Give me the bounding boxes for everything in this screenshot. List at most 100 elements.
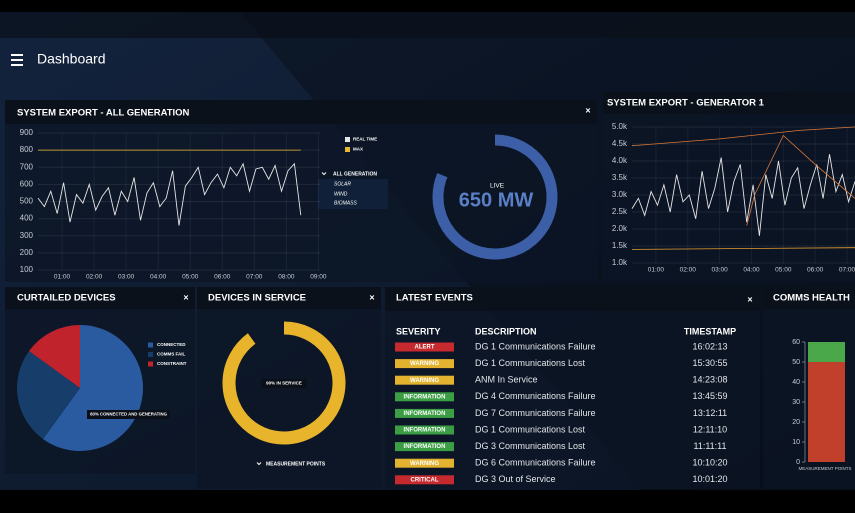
series-line — [631, 126, 855, 147]
event-timestamp: 15:30:55 — [692, 358, 727, 368]
y-tick-label: 5.0k — [612, 122, 628, 131]
severity-badge — [395, 408, 454, 418]
event-description: ANM In Service — [475, 375, 538, 385]
x-tick-label: 01:00 — [648, 267, 665, 274]
severity-label: ALERT — [415, 345, 435, 351]
legend-label: COMMS FAIL — [157, 352, 185, 357]
y-tick-label: 600 — [20, 179, 34, 188]
x-tick-label: 06:00 — [807, 267, 824, 274]
close-button[interactable]: × — [747, 294, 752, 304]
legend-swatch — [345, 147, 350, 152]
series-line — [746, 134, 855, 226]
column-header: DESCRIPTION — [475, 326, 537, 336]
legend-swatch — [148, 342, 153, 348]
event-description: DG 3 Communications Lost — [475, 441, 586, 451]
y-tick-label: 3.0k — [612, 190, 628, 199]
column-header: TIMESTAMP — [684, 326, 736, 336]
x-tick-label: 03:00 — [711, 267, 728, 274]
y-tick-label: 800 — [20, 145, 34, 154]
column-header: SEVERITY — [396, 326, 441, 336]
x-tick-label: 04:00 — [743, 267, 760, 274]
panel-title: SYSTEM EXPORT - ALL GENERATION — [17, 108, 190, 119]
severity-label: CRITICAL — [411, 477, 439, 483]
panel-header — [5, 287, 195, 309]
panel — [385, 287, 760, 489]
y-tick-label: 30 — [792, 399, 800, 406]
gauge-value: 650 MW — [459, 189, 534, 211]
severity-badge — [395, 425, 454, 435]
y-tick-label: 500 — [20, 197, 34, 206]
bar-segment — [808, 342, 845, 362]
y-tick-label: 3.5k — [612, 173, 628, 182]
gauge-label: LIVE — [490, 183, 505, 190]
dropdown-option[interactable]: WIND — [334, 191, 348, 197]
severity-badge — [395, 359, 454, 369]
x-tick-label: 05:00 — [775, 267, 792, 274]
severity-label: INFORMATION — [404, 428, 446, 434]
y-tick-label: 100 — [20, 265, 34, 274]
menu-icon[interactable] — [11, 54, 23, 66]
severity-badge — [395, 392, 454, 402]
pie-slice — [42, 325, 143, 452]
severity-label: INFORMATION — [404, 411, 446, 417]
close-button[interactable]: × — [585, 105, 590, 115]
panel-header — [197, 287, 381, 309]
y-tick-label: 700 — [20, 162, 34, 171]
x-tick-label: 04:00 — [150, 274, 167, 281]
legend-label: CONNECTED — [157, 342, 186, 347]
annotation-box — [87, 410, 170, 419]
y-tick-label: 50 — [792, 359, 800, 366]
event-timestamp: 16:02:13 — [692, 341, 727, 351]
x-tick-label: 07:00 — [839, 267, 855, 274]
chevron — [321, 172, 327, 176]
gauge-label: 90% IN SERVICE — [266, 381, 302, 386]
dropdown-label: ALL GENERATION — [333, 171, 377, 177]
severity-badge — [395, 442, 454, 452]
legend-label: CONSTRAINT — [157, 361, 187, 366]
event-description: DG 1 Communications Failure — [475, 341, 596, 351]
y-tick-label: 4.0k — [612, 156, 628, 165]
y-tick-label: 40 — [792, 379, 800, 386]
severity-label: WARNING — [410, 461, 439, 467]
panel-title: DEVICES IN SERVICE — [208, 293, 306, 304]
panel-title: LATEST EVENTS — [396, 293, 473, 304]
event-description: DG 4 Communications Failure — [475, 391, 596, 401]
y-tick-label: 20 — [792, 419, 800, 426]
severity-label: WARNING — [410, 378, 439, 384]
event-timestamp: 13:12:11 — [693, 408, 727, 418]
page-title: Dashboard — [37, 51, 106, 67]
y-tick-label: 60 — [792, 339, 800, 346]
legend-label: MAX — [353, 147, 363, 152]
selector-label[interactable]: MEASUREMENT POINTS — [266, 461, 326, 467]
x-tick-label: 07:00 — [246, 274, 263, 281]
y-tick-label: 900 — [20, 128, 34, 137]
event-description: DG 6 Communications Failure — [475, 458, 596, 468]
event-timestamp: 13:45:59 — [692, 391, 727, 401]
gauge-arc — [222, 321, 346, 445]
event-description: DG 1 Communications Lost — [475, 358, 586, 368]
gauge-label-box — [261, 379, 307, 388]
event-description: DG 1 Communications Lost — [475, 424, 586, 434]
event-timestamp: 14:23:08 — [692, 375, 727, 385]
dropdown-selected[interactable] — [318, 169, 388, 179]
severity-label: WARNING — [410, 361, 439, 367]
x-tick-label: 01:00 — [54, 274, 71, 281]
y-tick-label: 0 — [796, 459, 800, 466]
x-tick-label: MEASUREMENT POINTS — [799, 466, 852, 471]
top-strip — [0, 12, 855, 38]
series-line — [631, 247, 855, 250]
close-button[interactable]: × — [369, 292, 374, 302]
y-tick-label: 200 — [20, 248, 34, 257]
dropdown-option[interactable]: BIOMASS — [334, 200, 357, 206]
y-tick-label: 4.5k — [612, 139, 628, 148]
x-tick-label: 02:00 — [86, 274, 103, 281]
severity-badge — [395, 375, 454, 385]
panel-header — [603, 92, 855, 114]
x-tick-label: 08:00 — [278, 274, 295, 281]
panel-header — [5, 100, 597, 124]
close-button[interactable]: × — [183, 292, 188, 302]
legend-swatch — [345, 137, 350, 142]
x-tick-label: 06:00 — [214, 274, 231, 281]
dropdown-option[interactable]: SOLAR — [334, 181, 351, 187]
